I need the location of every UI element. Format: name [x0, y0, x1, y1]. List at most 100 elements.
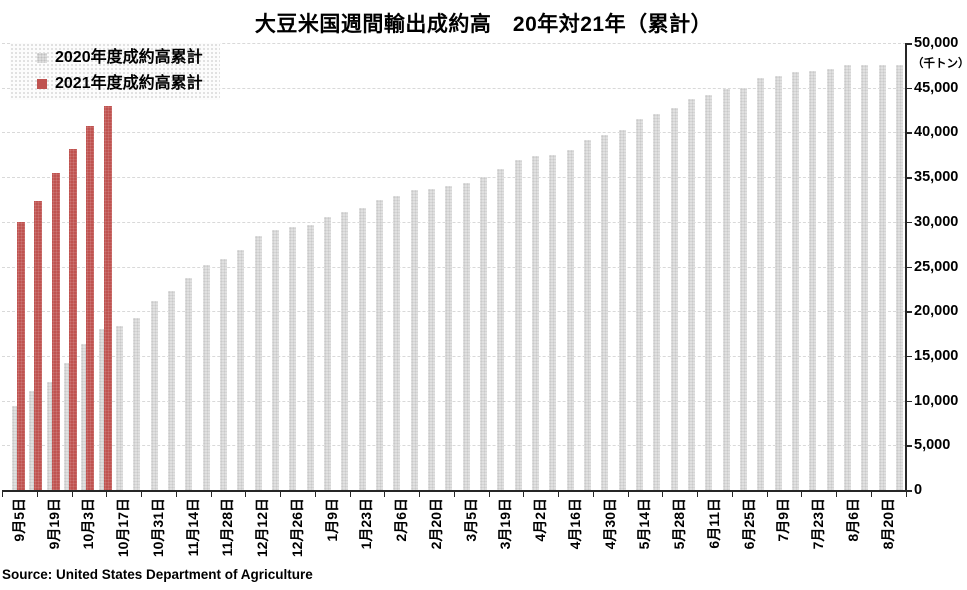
- legend-item-2020: 2020年度成約高累計: [10, 49, 220, 67]
- x-tick-label: 8月6日: [844, 498, 861, 542]
- x-tick-label: 3月5日: [462, 498, 479, 542]
- bar-2020-week-45: [774, 76, 782, 490]
- bar-2020-week-25: [427, 188, 435, 490]
- bar-2020-week-8: [133, 317, 141, 490]
- bar-2020-week-29: [497, 169, 505, 490]
- bar-2020-week-48: [826, 68, 834, 490]
- bar-2020-week-51: [878, 64, 886, 490]
- bar-2020-week-52: [895, 64, 903, 490]
- bar-2020-week-50: [861, 64, 869, 490]
- bar-2020-week-20: [341, 212, 349, 490]
- bar-2020-week-11: [185, 278, 193, 490]
- x-tick: [870, 491, 872, 497]
- bar-2020-week-18: [306, 224, 314, 490]
- x-tick: [731, 491, 733, 497]
- bar-2020-week-2: [29, 390, 37, 490]
- x-tick: [592, 491, 594, 497]
- bar-2020-week-5: [81, 344, 89, 490]
- x-tick: [175, 491, 177, 497]
- x-tick: [245, 491, 247, 497]
- y-tick-label: 30,000: [914, 213, 959, 230]
- bar-2021-week-1: [17, 221, 25, 490]
- x-tick-label: 2月6日: [393, 498, 410, 542]
- bar-2020-week-22: [375, 200, 383, 490]
- bar-2020-week-32: [549, 154, 557, 491]
- bar-2020-week-37: [635, 119, 643, 490]
- y-tick-label: 45,000: [914, 79, 959, 96]
- x-tick-label: 5月28日: [671, 498, 688, 550]
- y-tick-label: 50,000: [914, 35, 959, 51]
- x-tick: [627, 491, 629, 497]
- gridline: [2, 355, 906, 357]
- bar-2020-week-27: [462, 182, 470, 490]
- legend-label-2020: 2020年度成約高累計: [55, 49, 203, 66]
- y-tick: [905, 177, 912, 179]
- bar-2020-week-30: [514, 160, 522, 490]
- x-tick: [314, 491, 316, 497]
- bar-2021-week-6: [103, 105, 112, 490]
- x-tick: [106, 491, 108, 497]
- x-tick-label: 4月30日: [601, 498, 618, 550]
- x-tick: [2, 491, 3, 497]
- x-tick: [36, 491, 38, 497]
- x-tick-label: 4月16日: [566, 498, 583, 550]
- bar-2020-week-33: [566, 150, 574, 490]
- x-tick: [801, 491, 803, 497]
- bar-2020-week-41: [705, 94, 713, 490]
- x-tick-label: 11月14日: [184, 498, 201, 557]
- bar-2020-week-35: [601, 135, 609, 490]
- bar-2020-week-36: [618, 129, 626, 490]
- x-tick: [766, 491, 768, 497]
- x-tick-label: 1月9日: [323, 498, 340, 542]
- bar-2020-week-28: [479, 177, 487, 490]
- bar-2020-week-42: [722, 88, 730, 490]
- x-axis-line: [2, 490, 906, 492]
- x-tick-label: 6月25日: [740, 498, 757, 550]
- legend-swatch-2020-icon: [37, 53, 47, 63]
- legend-swatch-2021-icon: [37, 79, 47, 89]
- x-tick-label: 12月12日: [254, 498, 271, 558]
- chart-title: 大豆米国週間輸出成約高 20年対21年（累計）: [254, 13, 713, 36]
- bar-2020-week-21: [358, 207, 366, 490]
- y-tick-label: 35,000: [914, 169, 959, 186]
- x-tick: [453, 491, 455, 497]
- gridline: [2, 266, 906, 268]
- y-tick: [905, 445, 912, 447]
- x-tick-label: 10月3日: [80, 498, 97, 550]
- x-tick: [836, 491, 837, 497]
- x-tick: [419, 491, 420, 497]
- bar-2020-week-24: [410, 189, 418, 490]
- legend-item-2021: 2021年度成約高累計: [10, 75, 220, 93]
- y-tick: [905, 221, 912, 224]
- bar-2020-week-23: [393, 195, 401, 490]
- gridline: [2, 221, 906, 223]
- y-tick: [905, 355, 912, 358]
- x-tick: [141, 491, 142, 497]
- x-tick-label: 9月19日: [45, 498, 62, 550]
- y-tick: [905, 311, 912, 313]
- bar-2020-week-34: [583, 140, 591, 490]
- y-tick-label: 40,000: [914, 124, 959, 141]
- x-tick-label: 10月17日: [115, 498, 132, 558]
- plot-area: [2, 43, 906, 491]
- x-tick-label: 1月23日: [358, 498, 375, 550]
- bar-2021-week-4: [69, 149, 77, 490]
- legend: 2020年度成約高累計 2021年度成約高累計: [10, 43, 220, 100]
- bar-2020-week-31: [531, 155, 539, 490]
- y-tick-label: 10,000: [914, 392, 959, 409]
- bar-2020-week-17: [289, 227, 297, 490]
- bar-2020-week-13: [220, 258, 227, 490]
- x-tick: [905, 491, 907, 497]
- gridline: [2, 87, 906, 89]
- bar-2020-week-39: [670, 108, 678, 490]
- gridline: [2, 445, 906, 447]
- gridline: [2, 400, 906, 402]
- x-tick: [488, 491, 490, 497]
- gridline: [2, 311, 906, 313]
- x-tick-label: 10月31日: [149, 498, 166, 558]
- y-tick: [905, 490, 912, 492]
- bar-2021-week-2: [34, 201, 43, 490]
- x-tick: [558, 491, 559, 497]
- y-tick-label: 20,000: [914, 303, 959, 320]
